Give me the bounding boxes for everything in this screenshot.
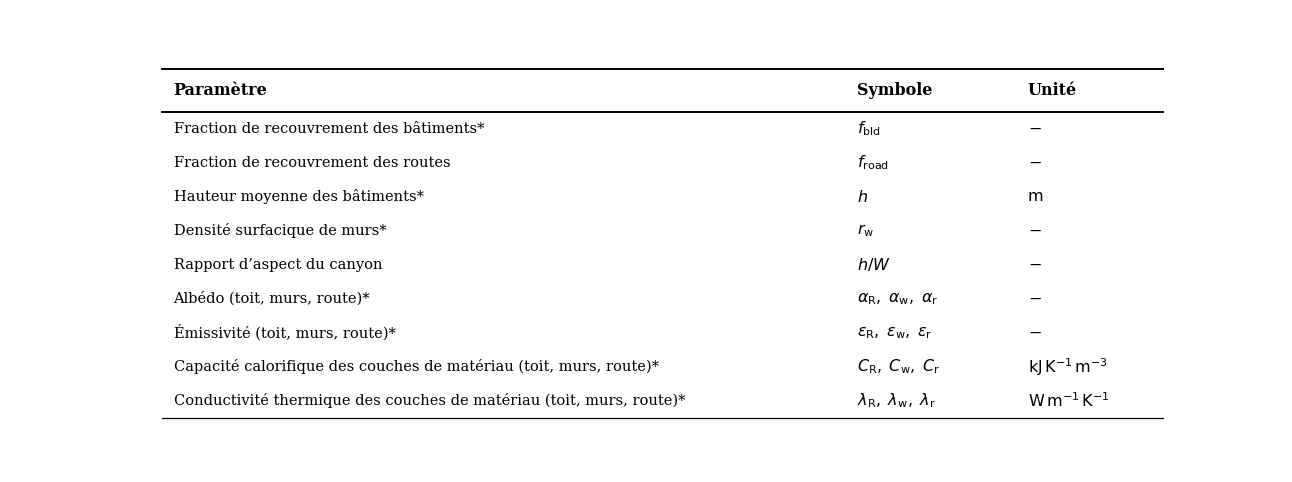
Text: m: m [1027, 189, 1043, 204]
Text: $\mathrm{W\,m^{-1}\,K^{-1}}$: $\mathrm{W\,m^{-1}\,K^{-1}}$ [1027, 391, 1110, 410]
Text: Albédo (toit, murs, route)*: Albédo (toit, murs, route)* [173, 292, 370, 306]
Text: $-$: $-$ [1027, 223, 1041, 238]
Text: Fraction de recouvrement des bâtiments*: Fraction de recouvrement des bâtiments* [173, 121, 484, 135]
Text: $f_{\mathrm{bld}}$: $f_{\mathrm{bld}}$ [858, 120, 881, 138]
Text: $\mathrm{kJ\,K^{-1}\,m^{-3}}$: $\mathrm{kJ\,K^{-1}\,m^{-3}}$ [1027, 356, 1107, 378]
Text: Fraction de recouvrement des routes: Fraction de recouvrement des routes [173, 156, 450, 170]
Text: $-$: $-$ [1027, 155, 1041, 170]
Text: Paramètre: Paramètre [173, 82, 267, 99]
Text: Capacité calorifique des couches de matériau (toit, murs, route)*: Capacité calorifique des couches de maté… [173, 359, 659, 375]
Text: Unité: Unité [1027, 82, 1076, 99]
Text: $\epsilon_{\mathrm{R}},\; \epsilon_{\mathrm{w}},\; \epsilon_{\mathrm{r}}$: $\epsilon_{\mathrm{R}},\; \epsilon_{\mat… [858, 325, 933, 341]
Text: Conductivité thermique des couches de matériau (toit, murs, route)*: Conductivité thermique des couches de ma… [173, 393, 685, 408]
Text: Symbole: Symbole [858, 82, 933, 99]
Text: $h/W$: $h/W$ [858, 256, 891, 273]
Text: $C_{\mathrm{R}},\; C_{\mathrm{w}},\; C_{\mathrm{r}}$: $C_{\mathrm{R}},\; C_{\mathrm{w}},\; C_{… [858, 358, 941, 376]
Text: Densité surfacique de murs*: Densité surfacique de murs* [173, 223, 386, 238]
Text: $-$: $-$ [1027, 257, 1041, 272]
Text: $-$: $-$ [1027, 291, 1041, 306]
Text: $\lambda_{\mathrm{R}},\; \lambda_{\mathrm{w}},\; \lambda_{\mathrm{r}}$: $\lambda_{\mathrm{R}},\; \lambda_{\mathr… [858, 391, 935, 410]
Text: $r_{\mathrm{w}}$: $r_{\mathrm{w}}$ [858, 222, 875, 239]
Text: $\alpha_{\mathrm{R}},\; \alpha_{\mathrm{w}},\; \alpha_{\mathrm{r}}$: $\alpha_{\mathrm{R}},\; \alpha_{\mathrm{… [858, 291, 938, 307]
Text: $h$: $h$ [858, 189, 868, 205]
Text: Hauteur moyenne des bâtiments*: Hauteur moyenne des bâtiments* [173, 189, 424, 204]
Text: Émissivité (toit, murs, route)*: Émissivité (toit, murs, route)* [173, 324, 395, 341]
Text: $-$: $-$ [1027, 325, 1041, 340]
Text: $-$: $-$ [1027, 121, 1041, 136]
Text: $f_{\mathrm{road}}$: $f_{\mathrm{road}}$ [858, 153, 889, 172]
Text: Rapport d’aspect du canyon: Rapport d’aspect du canyon [173, 258, 382, 272]
